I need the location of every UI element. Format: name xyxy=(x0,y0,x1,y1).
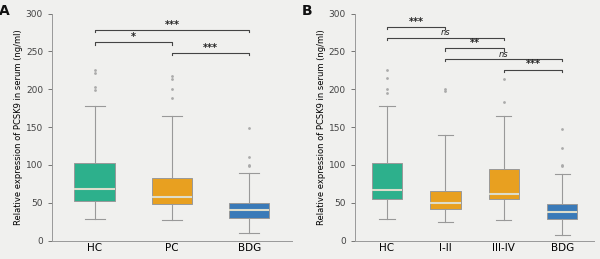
PathPatch shape xyxy=(74,163,115,201)
PathPatch shape xyxy=(152,178,192,204)
Text: B: B xyxy=(302,4,313,18)
PathPatch shape xyxy=(547,204,577,219)
Text: ***: *** xyxy=(526,59,541,69)
Text: ***: *** xyxy=(164,20,179,30)
PathPatch shape xyxy=(372,163,402,199)
Text: *: * xyxy=(131,32,136,42)
Y-axis label: Relative expression of PCSK9 in serum (ng/ml): Relative expression of PCSK9 in serum (n… xyxy=(317,29,326,225)
PathPatch shape xyxy=(488,169,519,199)
Text: ns: ns xyxy=(499,49,509,59)
Y-axis label: Relative expression of PCSK9 in serum (ng/ml): Relative expression of PCSK9 in serum (n… xyxy=(14,29,23,225)
Text: ns: ns xyxy=(440,28,450,37)
Text: ***: *** xyxy=(409,17,424,27)
Text: ***: *** xyxy=(203,42,218,53)
Text: A: A xyxy=(0,4,10,18)
PathPatch shape xyxy=(229,203,269,218)
PathPatch shape xyxy=(430,191,461,209)
Text: **: ** xyxy=(470,38,479,48)
